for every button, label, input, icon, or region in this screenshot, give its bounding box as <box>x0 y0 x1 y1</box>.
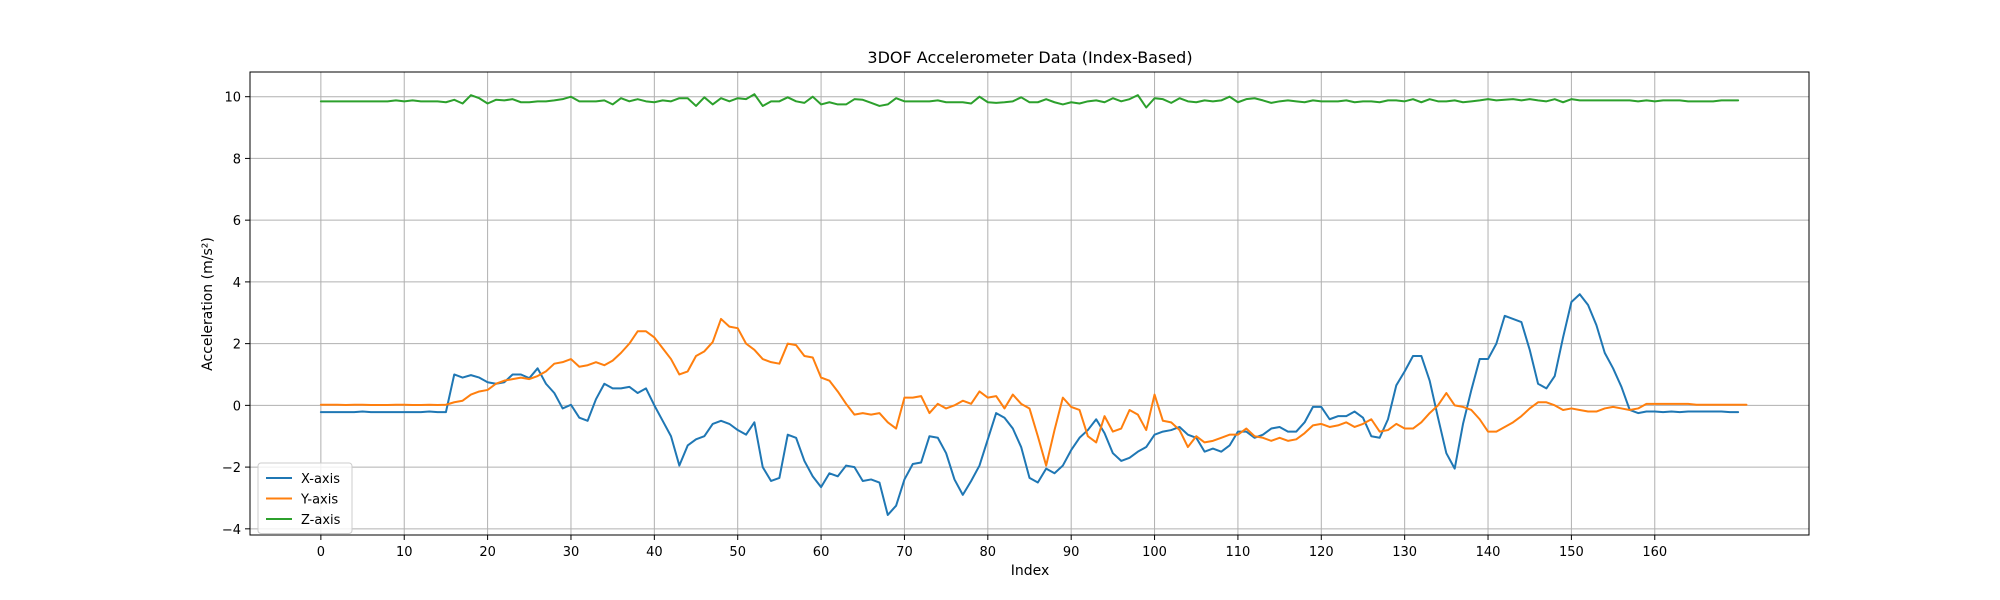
y-tick-label: 8 <box>233 152 241 167</box>
y-tick-label: 10 <box>224 91 241 106</box>
x-tick-label: 100 <box>1142 545 1167 560</box>
legend-entry-label: X-axis <box>301 472 340 487</box>
legend: X-axis Y-axis Z-axis <box>257 462 353 534</box>
x-tick-label: 140 <box>1476 545 1501 560</box>
y-tick-label: 0 <box>233 399 241 414</box>
x-tick-label: 110 <box>1226 545 1251 560</box>
x-tick-label: 90 <box>1063 545 1080 560</box>
axis-ticks: 0 10 20 30 40 50 60 70 80 90 100 110 120 130 140 150 160… <box>222 91 1667 560</box>
x-tick-label: 50 <box>729 545 746 560</box>
x-tick-label: 160 <box>1642 545 1667 560</box>
y-tick-label: −4 <box>222 523 241 538</box>
series-line-x-axis <box>319 293 1740 516</box>
plot-area-frame <box>249 71 1810 536</box>
x-tick-label: 20 <box>479 545 496 560</box>
x-axis-label: Index <box>1011 563 1050 579</box>
series-line-z-axis <box>319 93 1740 109</box>
x-tick-label: 0 <box>317 545 325 560</box>
x-tick-label: 60 <box>813 545 830 560</box>
y-tick-label: −2 <box>222 461 241 476</box>
x-tick-label: 80 <box>980 545 997 560</box>
x-tick-label: 150 <box>1559 545 1584 560</box>
y-axis-label: Acceleration (m/s²) <box>200 237 216 371</box>
legend-entry-label: Y-axis <box>300 493 338 508</box>
legend-entry-label: Z-axis <box>301 513 341 528</box>
legend-box <box>257 462 353 534</box>
x-tick-label: 130 <box>1392 545 1417 560</box>
grid-lines <box>250 72 1809 535</box>
x-tick-label: 10 <box>396 545 413 560</box>
y-tick-label: 2 <box>233 338 241 353</box>
x-tick-label: 40 <box>646 545 663 560</box>
x-tick-label: 30 <box>563 545 580 560</box>
y-tick-label: 4 <box>233 276 241 291</box>
chart-title: 3DOF Accelerometer Data (Index-Based) <box>867 48 1192 67</box>
x-tick-label: 120 <box>1309 545 1334 560</box>
series-lines <box>319 93 1748 516</box>
y-tick-label: 6 <box>233 214 241 229</box>
x-tick-label: 70 <box>896 545 913 560</box>
series-line-y-axis <box>319 317 1748 467</box>
